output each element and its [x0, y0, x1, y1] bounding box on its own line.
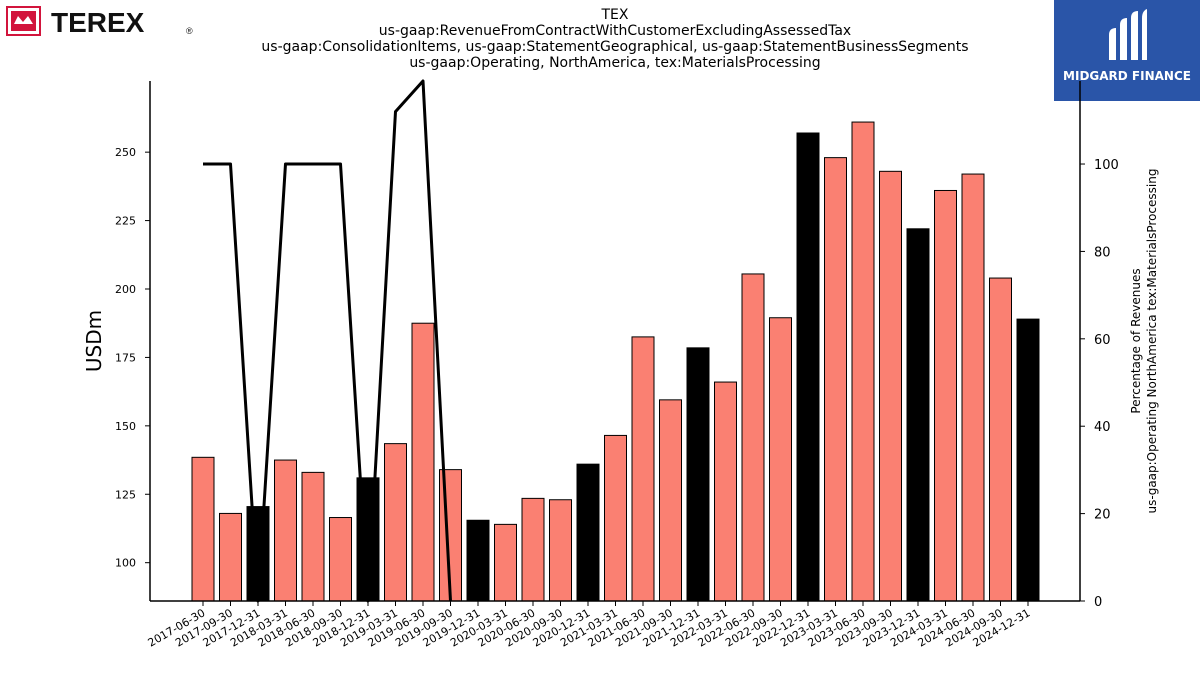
bar-2022-06-30 [741, 273, 765, 602]
bar-2023-09-30 [879, 170, 902, 602]
bar-2019-03-31 [384, 443, 407, 602]
midgard-emblem-icon [1109, 9, 1147, 60]
chart-title-line: us-gaap:RevenueFromContractWithCustomerE… [378, 23, 852, 39]
y-tick-label: 250 [115, 146, 136, 159]
midgard-finance-logo: MIDGARD FINANCE [1054, 0, 1200, 101]
bar-2017-06-30 [191, 456, 215, 602]
bar-2024-03-31 [934, 189, 957, 602]
bar-2023-12-31 [906, 228, 930, 602]
bar-2021-09-30 [659, 399, 682, 602]
terex-logo: TEREX ® [6, 6, 193, 38]
bar-2022-03-31 [714, 381, 737, 602]
y-tick-label: 175 [115, 351, 136, 364]
y2-tick-label: 80 [1094, 245, 1111, 260]
y2-tick-label: 0 [1094, 595, 1102, 610]
chart-title-line: us-gaap:ConsolidationItems, us-gaap:Stat… [261, 39, 969, 55]
bar-2020-09-30 [549, 499, 572, 602]
bar-2018-03-31 [274, 459, 297, 602]
bar-2023-06-30 [851, 121, 875, 602]
bar-2019-06-30 [411, 322, 435, 602]
y-tick-label: 100 [115, 557, 136, 570]
bar-2024-09-30 [989, 277, 1012, 602]
percentage-line-series [203, 79, 452, 603]
y2-axis-label-line: us-gaap:Operating NorthAmerica tex:Mater… [1145, 169, 1159, 514]
y2-tick-label: 40 [1094, 420, 1111, 435]
chart-title-line: us-gaap:Operating, NorthAmerica, tex:Mat… [409, 55, 821, 71]
bar-2018-06-30 [301, 471, 325, 602]
terex-crown-icon [14, 16, 33, 24]
bar-2018-09-30 [329, 517, 352, 602]
bar-2017-09-30 [219, 512, 242, 602]
bar-series [191, 121, 1040, 602]
bar-2020-12-31 [576, 463, 600, 602]
y-axis-label: USDm [82, 310, 106, 372]
bar-2023-03-31 [824, 157, 847, 602]
bar-2021-12-31 [686, 347, 710, 602]
y2-axis-label-line: Percentage of Revenues [1129, 268, 1143, 413]
percentage-line [203, 79, 452, 603]
y-tick-label: 225 [115, 215, 136, 228]
y2-tick-label: 60 [1094, 333, 1111, 348]
bar-2020-06-30 [521, 497, 545, 602]
bar-2020-03-31 [494, 523, 517, 602]
y-tick-label: 200 [115, 283, 136, 296]
bar-2022-12-31 [796, 132, 820, 602]
bar-2022-09-30 [769, 317, 792, 602]
midgard-wordmark: MIDGARD FINANCE [1063, 69, 1191, 83]
y2-tick-label: 20 [1094, 508, 1111, 523]
chart-title-line: TEX [601, 7, 629, 23]
terex-emblem-mark [11, 11, 36, 31]
terex-registered-mark: ® [186, 26, 193, 36]
bar-2024-06-30 [961, 173, 985, 602]
left-y-ticks: 100 125 150 175 200 225 250 [115, 146, 150, 570]
bar-2024-12-31 [1016, 318, 1040, 602]
bar-2019-12-31 [466, 519, 490, 602]
bar-2021-03-31 [604, 434, 627, 602]
terex-wordmark: TEREX [51, 7, 145, 38]
y2-tick-label: 100 [1094, 158, 1119, 173]
chart-title: TEX us-gaap:RevenueFromContractWithCusto… [200, 7, 1030, 71]
y-tick-label: 125 [115, 488, 136, 501]
x-ticks: 2017-06-302017-09-302017-12-312018-03-31… [146, 601, 1033, 650]
right-y-ticks: 0 20 40 60 80 100 [1080, 158, 1119, 610]
y-tick-label: 150 [115, 420, 136, 433]
bar-2021-06-30 [631, 336, 655, 602]
